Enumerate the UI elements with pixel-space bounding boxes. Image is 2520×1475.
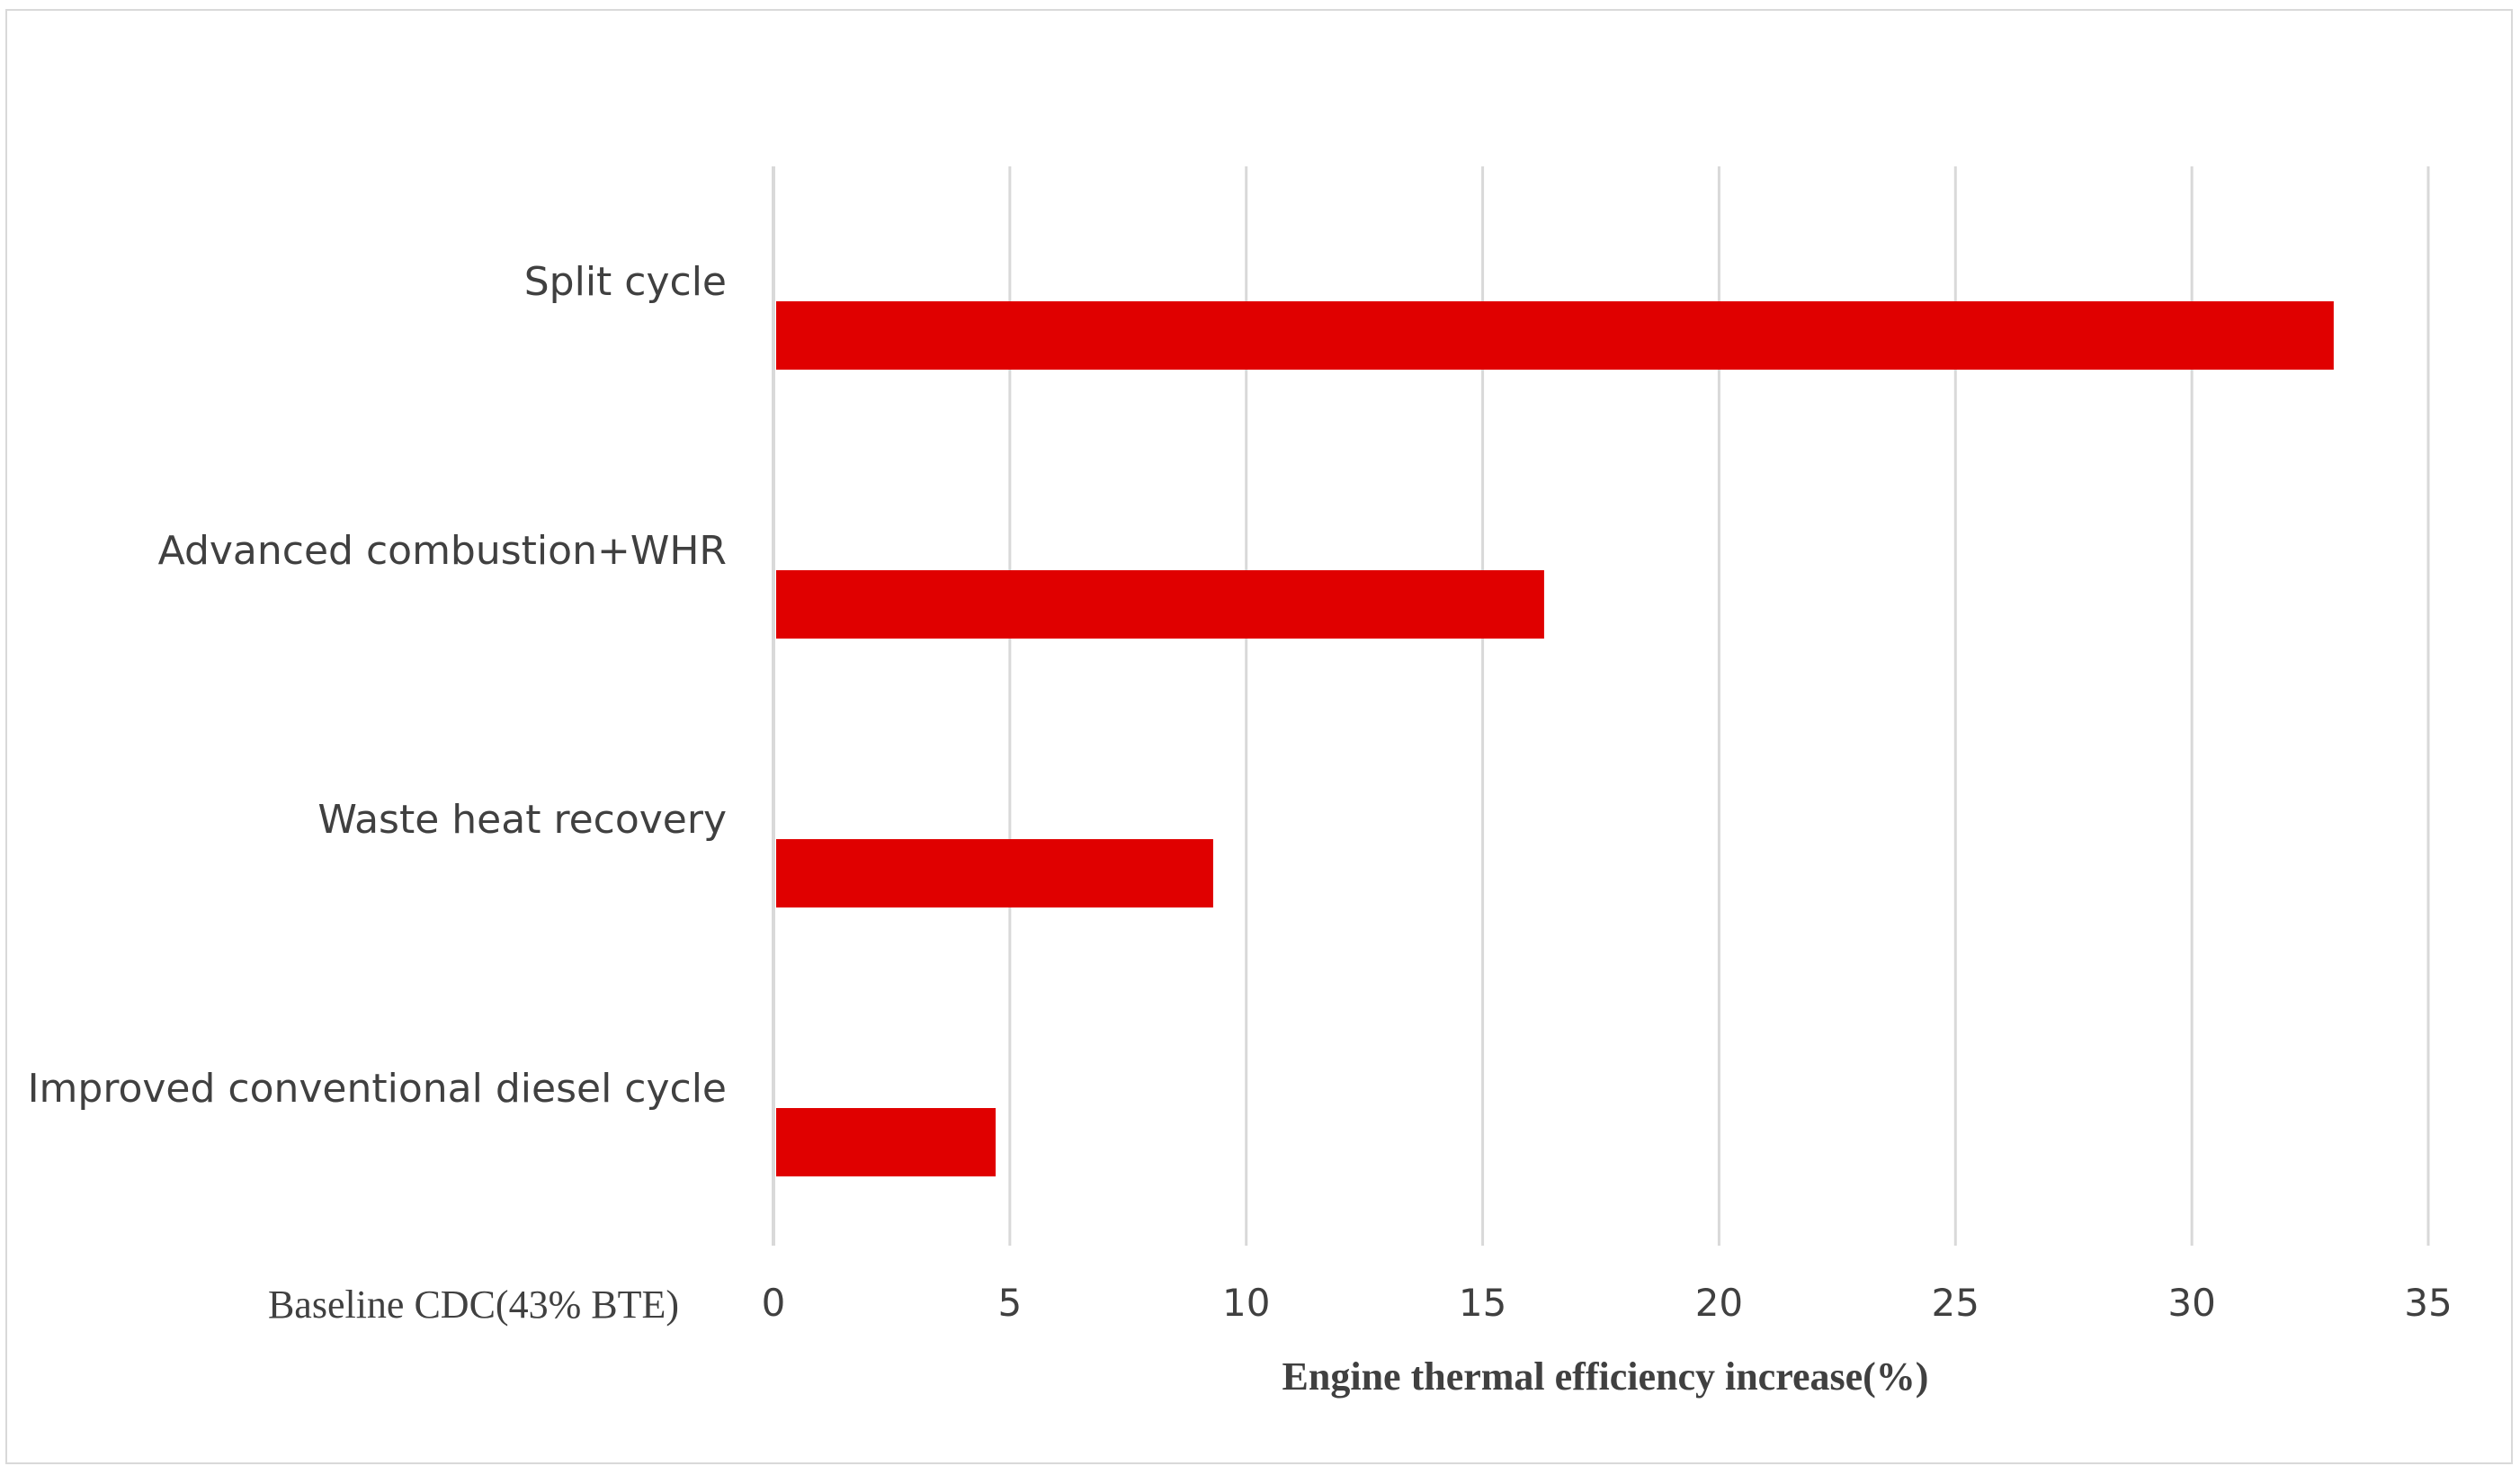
bars [776,301,2334,1176]
category-label: Waste heat recovery [317,797,727,843]
chart-frame [5,9,2513,1464]
bar [776,301,2334,370]
x-tick-label: 20 [1695,1281,1743,1325]
bar [776,1108,996,1176]
x-tick-label: 35 [2404,1281,2452,1325]
x-tick-label: 30 [2167,1281,2215,1325]
x-tick-label: 0 [762,1281,786,1325]
category-labels: Split cycle Advanced combustion+WHR Waste … [28,259,727,1112]
bar [776,570,1544,639]
baseline-label: Baseline CDC(43% BTE) [268,1283,679,1327]
bar [776,839,1213,907]
x-tick-label: 5 [997,1281,1022,1325]
category-label: Split cycle [524,259,727,305]
x-tick-label: 10 [1222,1281,1270,1325]
x-tick-label: 15 [1459,1281,1506,1325]
x-tick-label: 25 [1932,1281,1979,1325]
category-label: Improved conventional diesel cycle [28,1066,727,1112]
category-label: Advanced combustion+WHR [158,528,727,574]
x-tick-labels: 0 5 10 15 20 25 30 35 [762,1281,2453,1325]
x-axis-title: Engine thermal efficiency increase(%) [1282,1354,1929,1399]
